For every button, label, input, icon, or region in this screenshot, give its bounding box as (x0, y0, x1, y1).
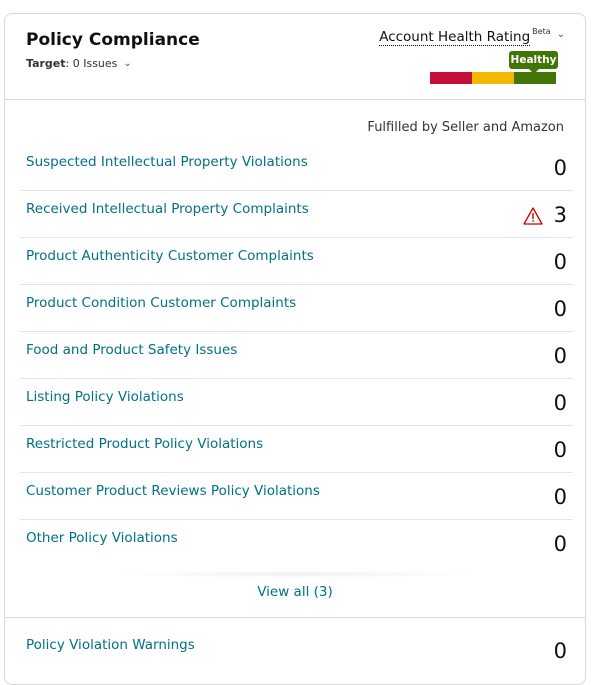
violation-count: 0 (553, 297, 567, 321)
beta-badge: Beta (532, 27, 551, 36)
violation-link[interactable]: Listing Policy Violations (26, 389, 184, 405)
violation-count: 3 (553, 203, 567, 227)
policy-compliance-card: Policy Compliance Target: 0 Issues ⌄ Acco… (4, 13, 586, 685)
violation-link[interactable]: Food and Product Safety Issues (26, 342, 238, 358)
health-rating-bar (430, 72, 556, 84)
warning-icon (523, 207, 543, 225)
violation-link[interactable]: Product Condition Customer Complaints (26, 295, 297, 311)
list-item: Other Policy Violations 0 (20, 520, 573, 567)
list-item: Product Authenticity Customer Complaints… (20, 238, 573, 285)
target-label: Target (26, 57, 66, 70)
list-item: Food and Product Safety Issues 0 (20, 332, 573, 379)
violation-count: 0 (553, 438, 567, 462)
violation-count: 0 (553, 391, 567, 415)
list-item: Received Intellectual Property Complaint… (20, 191, 573, 238)
health-bar-segment-green (514, 72, 556, 84)
list-item: Suspected Intellectual Property Violatio… (20, 144, 573, 191)
health-bar-segment-yellow (472, 72, 514, 84)
target-dropdown[interactable]: Target: 0 Issues ⌄ (26, 57, 132, 70)
list-item: Product Condition Customer Complaints 0 (20, 285, 573, 332)
list-item: Listing Policy Violations 0 (20, 379, 573, 426)
violation-count: 0 (553, 156, 567, 180)
violation-count: 0 (553, 250, 567, 274)
view-all-link[interactable]: View all (3) (257, 584, 333, 600)
violation-link[interactable]: Restricted Product Policy Violations (26, 436, 264, 452)
card-header: Policy Compliance Target: 0 Issues ⌄ Acco… (5, 14, 585, 100)
policy-violation-warnings-count: 0 (553, 639, 567, 663)
list-item: Customer Product Reviews Policy Violatio… (20, 473, 573, 520)
section-divider (5, 617, 585, 618)
violations-list: Suspected Intellectual Property Violatio… (20, 144, 573, 567)
violation-link[interactable]: Other Policy Violations (26, 530, 178, 546)
target-value: : 0 Issues (65, 57, 118, 70)
violation-link[interactable]: Suspected Intellectual Property Violatio… (26, 154, 308, 170)
list-item: Restricted Product Policy Violations 0 (20, 426, 573, 473)
list-fade-shadow (105, 570, 485, 578)
health-status-badge: Healthy (509, 51, 558, 74)
policy-violation-warnings-row: Policy Violation Warnings 0 (20, 629, 573, 679)
chevron-down-icon: ⌄ (556, 29, 565, 40)
account-health-rating-label: Account Health Rating (379, 29, 531, 46)
violation-count: 0 (553, 532, 567, 556)
violation-link[interactable]: Customer Product Reviews Policy Violatio… (26, 483, 320, 499)
violation-link[interactable]: Received Intellectual Property Complaint… (26, 201, 309, 217)
violation-count: 0 (553, 485, 567, 509)
fulfillment-label: Fulfilled by Seller and Amazon (367, 120, 564, 135)
violation-count: 0 (553, 344, 567, 368)
violation-link[interactable]: Product Authenticity Customer Complaints (26, 248, 314, 264)
policy-violation-warnings-link[interactable]: Policy Violation Warnings (26, 637, 195, 653)
health-bar-segment-red (430, 72, 472, 84)
account-health-rating-dropdown[interactable]: Account Health Rating Beta ⌄ (379, 27, 565, 46)
chevron-down-icon: ⌄ (123, 58, 132, 69)
card-title: Policy Compliance (26, 30, 200, 50)
